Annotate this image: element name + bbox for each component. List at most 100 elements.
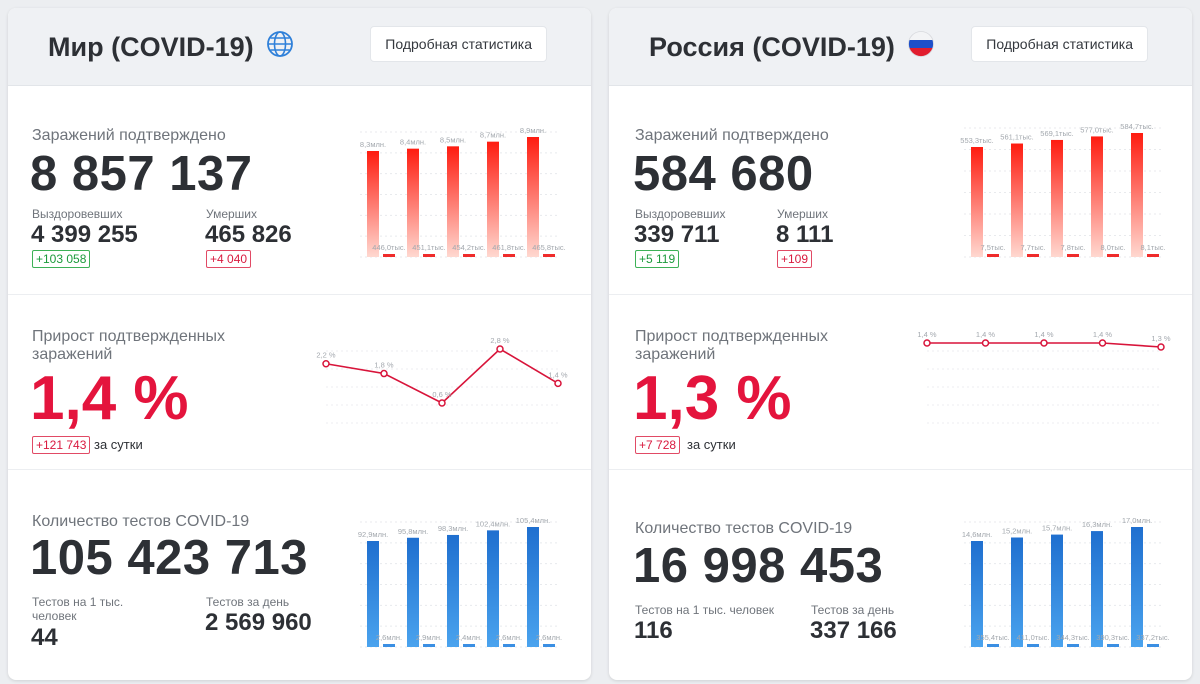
bar-value-label: 577,0тыс. bbox=[1080, 125, 1113, 134]
chart-bar bbox=[407, 537, 419, 647]
world-tests-per-thousand-label: Тестов на 1 тыс. человек bbox=[32, 595, 124, 623]
chart-small-bar bbox=[1107, 254, 1119, 257]
growth-point bbox=[1040, 339, 1048, 347]
world-tests-per-day-label: Тестов за день bbox=[206, 595, 290, 609]
chart-small-bar bbox=[543, 644, 555, 647]
russia-growth-delta-badge: +7 728 bbox=[635, 436, 681, 454]
russia-growth-label: Прирост подтвержденных заражений bbox=[635, 328, 829, 363]
world-details-button[interactable]: Подробная статистика bbox=[370, 26, 547, 62]
chart-small-bar bbox=[423, 644, 435, 647]
bar-value-label: 15,7млн. bbox=[1042, 524, 1072, 533]
world-tests-per-thousand-value: 44 bbox=[31, 624, 58, 651]
world-card-header: Мир (COVID-19) Подробная статистика bbox=[8, 8, 591, 86]
small-bar-value-label: 7,5тыс. bbox=[980, 243, 1005, 252]
russia-tests-label: Количество тестов COVID-19 bbox=[635, 520, 853, 537]
small-bar-value-label: 2,9млн. bbox=[416, 633, 442, 642]
growth-point bbox=[380, 369, 388, 378]
chart-bar bbox=[1051, 534, 1063, 647]
chart-small-bar bbox=[383, 644, 395, 647]
chart-small-bar bbox=[987, 644, 999, 647]
chart-bar bbox=[527, 527, 539, 647]
chart-small-bar bbox=[1147, 254, 1159, 257]
russia-recovered-label: Выздоровевших bbox=[635, 207, 726, 221]
growth-point-label: 1,4 % bbox=[1093, 330, 1113, 339]
bar-value-label: 16,3млн. bbox=[1082, 520, 1112, 529]
russia-card: Россия (COVID-19) Подробная статистика З… bbox=[609, 8, 1192, 680]
small-bar-value-label: 2,6млн. bbox=[496, 633, 522, 642]
russia-tests-chart: 14,6млн. 355,4тыс. 15,2млн. 411,0тыс. 15,7мл… bbox=[962, 516, 1170, 648]
world-confirmed-section: Заражений подтверждено 8 857 137 Выздоро… bbox=[8, 86, 591, 295]
small-bar-value-label: 2,4млн. bbox=[456, 633, 482, 642]
bar-value-label: 8,4млн. bbox=[400, 138, 426, 147]
world-tests-label: Количество тестов COVID-19 bbox=[32, 513, 250, 530]
world-confirmed-label: Заражений подтверждено bbox=[32, 127, 226, 144]
russia-confirmed-label: Заражений подтверждено bbox=[635, 127, 829, 144]
world-recovered-delta-badge: +103 058 bbox=[32, 250, 91, 268]
small-bar-value-label: 2,6млн. bbox=[376, 633, 402, 642]
bar-value-label: 569,1тыс. bbox=[1040, 129, 1073, 138]
world-title-text: Мир (COVID-19) bbox=[48, 32, 254, 62]
chart-small-bar bbox=[1067, 644, 1079, 647]
russia-deaths-delta-badge: +109 bbox=[777, 250, 813, 268]
small-bar-value-label: 461,8тыс. bbox=[492, 243, 525, 252]
world-confirmed-chart: 8,3млн. 446,0тыс. 8,4млн. 451,1тыс. 8,5млн. 4… bbox=[360, 126, 566, 258]
world-growth-section: Прирост подтвержденных заражений 1,4 % +… bbox=[8, 295, 591, 470]
chart-bar bbox=[487, 141, 499, 257]
chart-bar bbox=[487, 530, 499, 647]
chart-small-bar bbox=[383, 254, 395, 257]
russia-title-text: Россия (COVID-19) bbox=[649, 32, 895, 62]
world-card: Мир (COVID-19) Подробная статистика Зара… bbox=[8, 8, 591, 680]
chart-bar bbox=[1091, 531, 1103, 647]
small-bar-value-label: 7,7тыс. bbox=[1020, 243, 1045, 252]
world-deaths-delta-badge: +4 040 bbox=[206, 250, 252, 268]
growth-point-label: 1,8 % bbox=[374, 361, 394, 370]
bar-value-label: 17,0млн. bbox=[1122, 516, 1152, 525]
growth-point bbox=[322, 359, 330, 368]
small-bar-value-label: 8,1тыс. bbox=[1140, 243, 1165, 252]
chart-small-bar bbox=[503, 644, 515, 647]
chart-gridlines bbox=[360, 131, 560, 258]
world-tests-section: Количество тестов COVID-19 105 423 713 Т… bbox=[8, 470, 591, 680]
chart-bar bbox=[1091, 136, 1103, 257]
bar-value-label: 105,4млн. bbox=[516, 516, 551, 525]
russia-tests-per-day-value: 337 166 bbox=[810, 617, 897, 644]
growth-point bbox=[981, 339, 990, 347]
chart-small-bar bbox=[1067, 254, 1079, 257]
growth-point-label: 2,2 % bbox=[316, 351, 336, 360]
bar-value-label: 102,4млн. bbox=[476, 519, 511, 528]
world-growth-label: Прирост подтвержденных заражений bbox=[32, 328, 226, 363]
bar-value-label: 561,1тыс. bbox=[1000, 133, 1033, 142]
russia-confirmed-section: Заражений подтверждено 584 680 Выздорове… bbox=[609, 86, 1192, 295]
russia-deaths-label: Умерших bbox=[777, 207, 829, 221]
russia-card-header: Россия (COVID-19) Подробная статистика bbox=[609, 8, 1192, 86]
growth-point-label: 1,4 % bbox=[548, 370, 568, 379]
bar-value-label: 584,7тыс. bbox=[1120, 122, 1153, 131]
chart-bar bbox=[971, 541, 983, 647]
small-bar-value-label: 344,3тыс. bbox=[1056, 633, 1089, 642]
growth-point bbox=[923, 339, 931, 347]
world-tests-per-day-value: 2 569 960 bbox=[205, 609, 312, 636]
small-bar-value-label: 2,6млн. bbox=[536, 633, 562, 642]
bar-value-label: 95,8млн. bbox=[398, 527, 428, 536]
world-growth-value: 1,4 % bbox=[30, 364, 189, 433]
chart-bar bbox=[367, 151, 379, 257]
chart-small-bar bbox=[987, 254, 999, 257]
small-bar-value-label: 390,3тыс. bbox=[1096, 633, 1129, 642]
chart-bar bbox=[447, 534, 459, 647]
small-bar-value-label: 355,4тыс. bbox=[976, 633, 1009, 642]
russia-tests-value: 16 998 453 bbox=[633, 539, 884, 593]
russia-growth-per-day: за сутки bbox=[687, 437, 736, 452]
bar-value-label: 553,3тыс. bbox=[960, 136, 993, 145]
chart-small-bar bbox=[1027, 254, 1039, 257]
growth-point-label: 1,4 % bbox=[917, 330, 937, 339]
chart-bar bbox=[527, 137, 539, 257]
chart-small-bar bbox=[463, 254, 475, 257]
growth-point-label: 2,8 % bbox=[490, 336, 510, 345]
small-bar-value-label: 454,2тыс. bbox=[452, 243, 485, 252]
russia-recovered-delta-badge: +5 119 bbox=[635, 250, 680, 268]
russia-confirmed-value: 584 680 bbox=[633, 147, 814, 201]
world-growth-chart: 2,2 % 1,8 % 0,6 % 2,8 % 1,4 % bbox=[316, 336, 568, 424]
world-deaths-value: 465 826 bbox=[205, 221, 292, 248]
bar-value-label: 8,7млн. bbox=[480, 131, 506, 140]
russia-details-button[interactable]: Подробная статистика bbox=[971, 26, 1148, 62]
